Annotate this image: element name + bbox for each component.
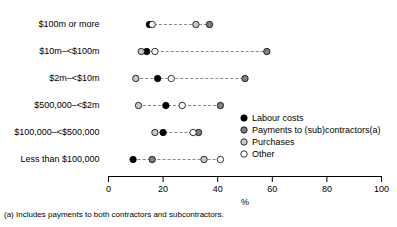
html-text:Labour costs: Labour costs — [252, 113, 304, 123]
svg-text:80: 80 — [322, 184, 332, 194]
svg-text:$2m–<$10m: $2m–<$10m — [49, 73, 99, 83]
svg-text:%: % — [241, 197, 249, 207]
html-text:Payments to (sub)contractors(a: Payments to (sub)contractors(a) — [252, 125, 381, 135]
svg-text:40: 40 — [213, 184, 223, 194]
svg-text:0: 0 — [106, 184, 111, 194]
svg-text:20: 20 — [158, 184, 168, 194]
html-text:Other: Other — [252, 149, 275, 159]
html-text:Purchases: Purchases — [252, 137, 295, 147]
svg-text:$10m–<$100m: $10m–<$100m — [39, 46, 99, 56]
svg-text:$100m or more: $100m or more — [38, 19, 99, 29]
html-text:(a) Includes payments to both: (a) Includes payments to both contractor… — [4, 210, 224, 219]
svg-text:Less than $100,000: Less than $100,000 — [20, 154, 99, 164]
svg-text:60: 60 — [267, 184, 277, 194]
svg-text:100: 100 — [374, 184, 389, 194]
svg-text:$100,000–<$500,000: $100,000–<$500,000 — [14, 127, 99, 137]
svg-text:$500,000–<$2m: $500,000–<$2m — [34, 100, 99, 110]
